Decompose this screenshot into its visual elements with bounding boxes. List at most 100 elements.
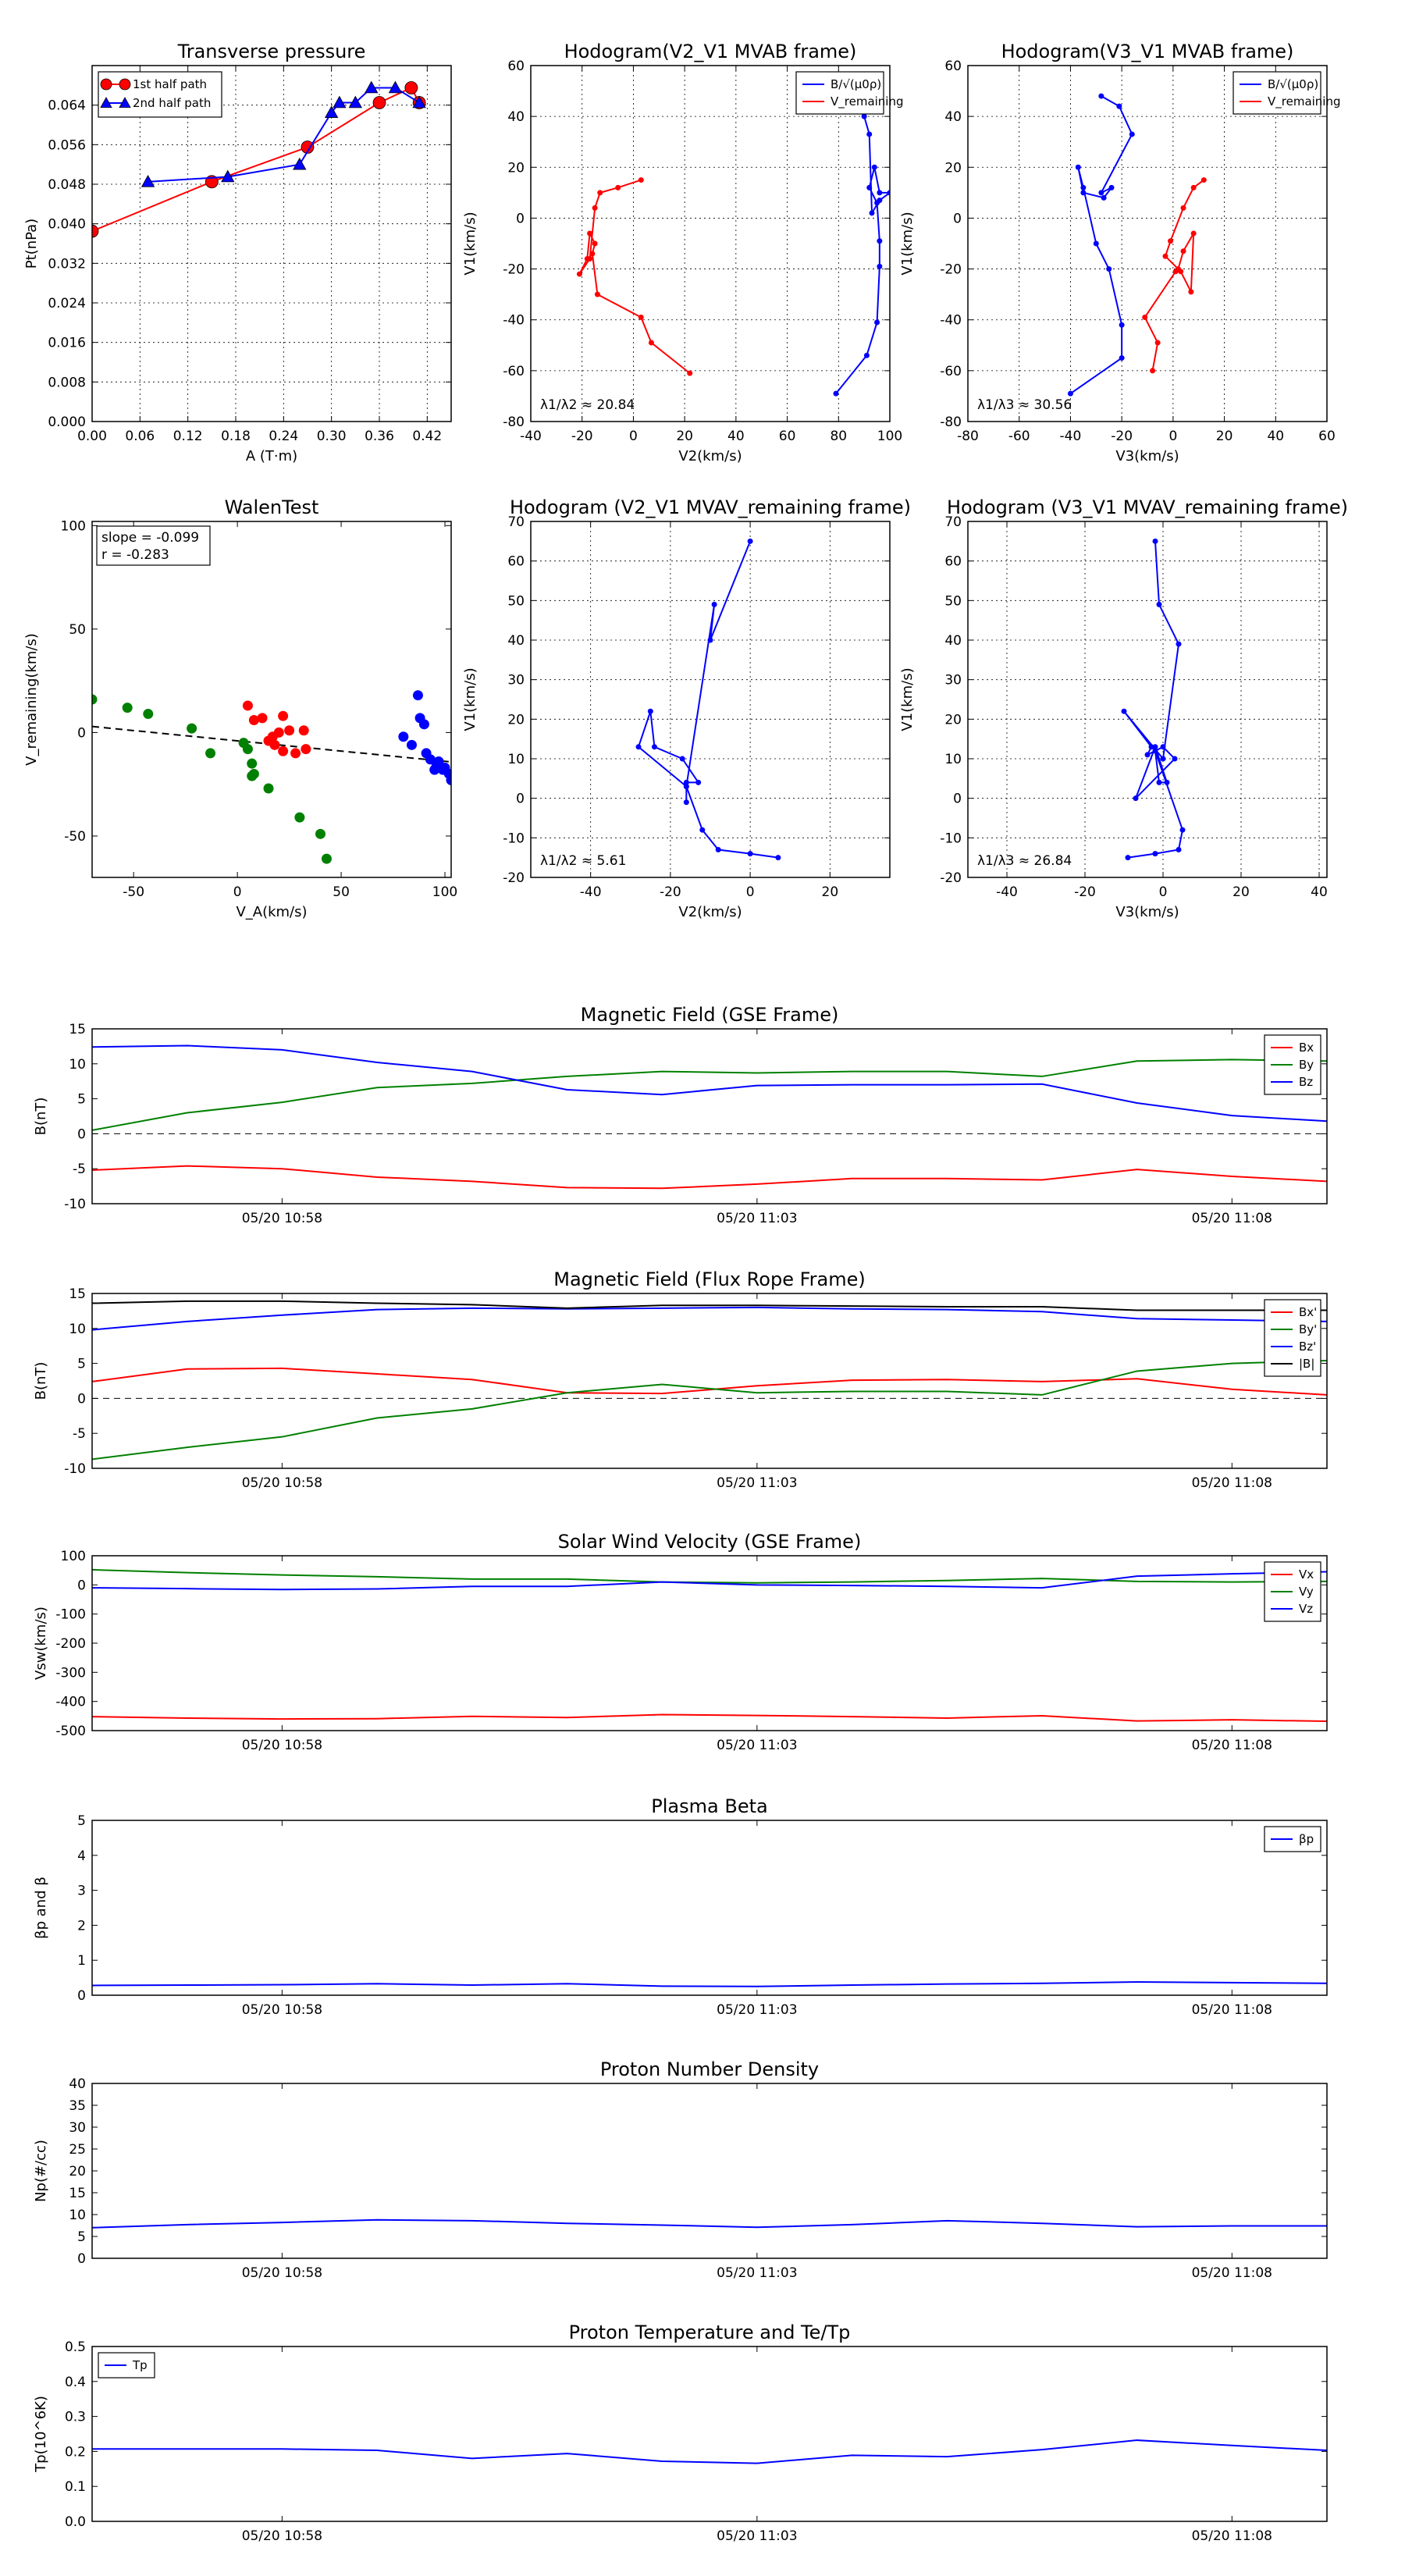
x-tick-label: 05/20 11:08	[1192, 2265, 1272, 2281]
ratio-annotation: λ1/λ3 ≈ 26.84	[977, 853, 1072, 869]
data-point	[1080, 184, 1087, 190]
x-axis-label: V2(km/s)	[678, 904, 742, 920]
legend-label: Vy	[1299, 1585, 1314, 1599]
data-point	[1121, 708, 1127, 714]
legend-label: 1st half path	[133, 77, 207, 91]
data-marker	[324, 105, 339, 118]
data-point	[683, 779, 689, 785]
data-marker	[404, 81, 418, 94]
x-tick-label: 05/20 11:08	[1192, 1211, 1272, 1226]
legend-marker	[100, 78, 112, 91]
y-tick-label: 60	[944, 554, 962, 570]
x-tick-label: 05/20 11:08	[1192, 1738, 1272, 1753]
data-point	[863, 352, 870, 358]
legend-marker	[119, 78, 131, 91]
legend-marker	[100, 97, 112, 109]
legend-label: Bx	[1299, 1041, 1314, 1055]
y-tick-label: 40	[507, 633, 525, 649]
axes-frame	[91, 1820, 1328, 1996]
chart-hodo13: Hodogram(V3_V1 MVAB frame) -80 -60 -40 -20 0 2…	[899, 41, 1341, 464]
legend-label: B/√(μ0ρ)	[1268, 77, 1318, 91]
x-tick-label: 05/20 10:58	[242, 1475, 322, 1491]
y-tick-label: -200	[55, 1636, 86, 1652]
x-tick-label: 0.30	[317, 429, 347, 444]
series-line	[92, 1713, 1327, 1723]
data-point	[647, 708, 653, 714]
series-line	[92, 1300, 1327, 1311]
data-point	[695, 779, 702, 785]
data-point	[747, 538, 753, 544]
y-tick-label: 60	[507, 554, 525, 570]
series-bx	[92, 1165, 1327, 1190]
x-tick-label: 0	[1159, 884, 1168, 900]
y-tick-label: 15	[69, 1022, 86, 1037]
y-tick-label: 50	[507, 593, 525, 609]
data-point	[874, 319, 880, 326]
legend: Bx' By' Bz' |B|	[1264, 1299, 1321, 1377]
y-axis-label: V1(km/s)	[899, 667, 916, 731]
y-tick-label: 0	[516, 211, 525, 226]
y-tick-label: 3	[77, 1884, 86, 1899]
y-axis-label: B(nT)	[33, 1098, 49, 1136]
series-line	[1123, 541, 1184, 859]
y-axis-label: Pt(nPa)	[23, 219, 40, 269]
y-axis-label: B(nT)	[33, 1362, 49, 1400]
scatter-point	[143, 709, 154, 720]
x-axis-label: V2(km/s)	[678, 448, 742, 464]
y-tick-label: 0.1	[65, 2479, 86, 2495]
x-tick-label: 05/20 11:08	[1192, 1475, 1272, 1491]
y-tick-label: 0	[77, 1126, 86, 1142]
series-line	[92, 1044, 1327, 1123]
data-point	[592, 205, 598, 211]
legend: Bx By Bz	[1264, 1034, 1321, 1095]
data-point	[1160, 756, 1166, 762]
y-tick-label: 4	[77, 1848, 86, 1864]
data-point	[1144, 752, 1151, 758]
axes-frame	[91, 65, 452, 422]
data-point	[1116, 103, 1122, 109]
legend-label: Bz	[1299, 1075, 1313, 1089]
data-point	[651, 744, 657, 750]
series-line	[92, 1367, 1327, 1396]
data-marker	[221, 169, 235, 183]
data-marker	[333, 95, 347, 109]
chart-title: Hodogram (V3_V1 MVAV_remaining frame)	[947, 496, 1348, 518]
data-point	[1172, 756, 1178, 762]
y-tick-label: -5	[73, 1426, 86, 1442]
y-tick-label: 0	[77, 1391, 86, 1407]
y-tick-label: -50	[64, 829, 86, 845]
legend-label: By'	[1299, 1322, 1317, 1336]
scatter-point	[247, 758, 258, 769]
legend-label: By	[1299, 1058, 1314, 1072]
y-tick-label: 0.064	[48, 98, 86, 114]
y-tick-label: 0.016	[48, 336, 86, 351]
series-by	[92, 1059, 1327, 1131]
chart-title: Magnetic Field (Flux Rope Frame)	[553, 1268, 865, 1290]
x-tick-label: 05/20 11:08	[1192, 2002, 1272, 2018]
x-tick-label: 05/20 10:58	[242, 1738, 322, 1753]
data-point	[715, 847, 721, 853]
legend-label: βp	[1299, 1832, 1314, 1846]
data-point	[1106, 266, 1112, 272]
data-marker	[388, 80, 403, 94]
chart-beta: Plasma Beta 05/20 10:58 05/20 11:03 05/20 1…	[33, 1795, 1328, 2018]
series--b-	[92, 1300, 1327, 1311]
series-0	[1121, 538, 1186, 861]
axes-frame	[91, 2083, 1328, 2259]
y-tick-label: 50	[944, 593, 962, 609]
y-axis-label: V_remaining(km/s)	[23, 633, 40, 766]
data-point	[1179, 827, 1186, 833]
data-point	[679, 756, 685, 762]
data-point	[1180, 248, 1186, 254]
x-tick-label: 0	[746, 884, 755, 900]
y-tick-label: 0.032	[48, 256, 86, 272]
y-tick-label: 20	[507, 712, 525, 728]
y-tick-label: 100	[61, 1549, 86, 1564]
x-tick-label: -80	[957, 429, 979, 444]
series-by-	[92, 1360, 1327, 1461]
y-tick-label: 70	[944, 514, 962, 530]
data-point	[1168, 238, 1174, 244]
data-point	[1075, 164, 1081, 170]
data-point	[747, 851, 753, 857]
y-tick-label: 50	[69, 622, 86, 638]
